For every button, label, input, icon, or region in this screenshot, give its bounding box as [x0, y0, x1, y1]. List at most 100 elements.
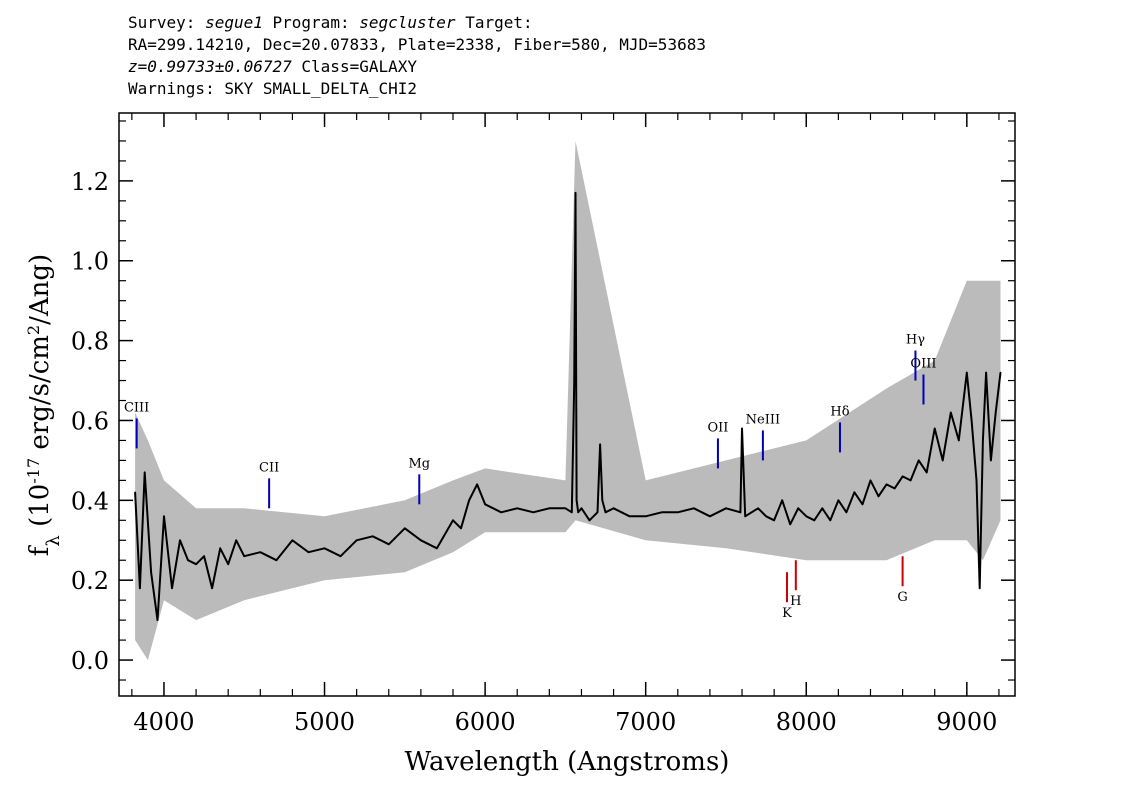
flux-point — [837, 499, 840, 502]
flux-point — [693, 507, 695, 510]
flux-point — [388, 543, 390, 546]
flux-point — [588, 519, 591, 522]
line-marker-label: K — [782, 606, 792, 621]
flux-point — [243, 555, 245, 557]
y-tick-label: 1.0 — [71, 248, 109, 276]
flux-point — [452, 519, 454, 522]
flux-point — [150, 571, 152, 573]
line-marker-label: G — [897, 590, 907, 605]
line-marker-label: OII — [707, 420, 728, 435]
flux-point — [599, 443, 601, 446]
flux-point — [941, 459, 944, 462]
flux-point — [950, 411, 952, 414]
flux-point — [709, 515, 711, 518]
flux-point — [548, 507, 551, 510]
flux-point — [476, 483, 478, 486]
flux-point — [933, 427, 936, 430]
flux-point — [219, 547, 221, 550]
flux-point — [877, 495, 880, 498]
flux-point — [187, 559, 189, 561]
flux-point — [404, 527, 406, 530]
flux-point — [805, 515, 808, 518]
flux-point — [604, 511, 607, 514]
flux-point — [644, 515, 647, 518]
flux-point — [468, 499, 470, 502]
flux-point — [235, 539, 237, 542]
flux-point — [460, 527, 462, 530]
y-tick-label: 0.0 — [71, 647, 109, 675]
flux-point — [994, 411, 997, 414]
line-marker-label: Mg — [408, 456, 430, 471]
class-value: Class=GALAXY — [301, 57, 417, 76]
x-tick-label: 7000 — [615, 708, 676, 736]
flux-point — [893, 487, 896, 490]
line-marker-label: CII — [259, 460, 279, 475]
line-marker-label: OIII — [910, 357, 936, 372]
flux-point — [580, 507, 583, 510]
target-key: Target: — [465, 13, 533, 32]
flux-point — [985, 371, 987, 374]
x-axis-title: Wavelength (Angstroms) — [405, 747, 730, 777]
flux-point — [275, 559, 278, 561]
flux-point — [660, 511, 663, 514]
x-tick-label: 8000 — [776, 708, 837, 736]
flux-point — [211, 587, 213, 589]
flux-point — [958, 439, 960, 442]
flux-point — [612, 507, 615, 510]
flux-point — [978, 587, 981, 589]
flux-point — [917, 459, 920, 462]
header-line-2: RA=299.14210, Dec=20.07833, Plate=2338, … — [128, 35, 706, 54]
flux-point — [355, 539, 358, 542]
x-tick-label: 5000 — [294, 708, 355, 736]
y-tick-label: 0.6 — [71, 407, 109, 435]
flux-point — [307, 551, 310, 553]
flux-point — [323, 547, 326, 550]
flux-point — [596, 511, 599, 514]
flux-point — [966, 371, 968, 374]
flux-point — [436, 547, 438, 550]
flux-point — [982, 439, 984, 442]
flux-point — [869, 479, 872, 482]
flux-point — [781, 499, 783, 502]
flux-point — [901, 475, 904, 478]
x-tick-label: 6000 — [455, 708, 516, 736]
survey-value: segue1 — [205, 13, 263, 32]
flux-point — [739, 511, 742, 514]
y-tick-label: 1.2 — [71, 168, 109, 196]
flux-point — [134, 491, 136, 494]
line-marker-label: Hγ — [906, 333, 925, 348]
flux-point — [677, 511, 679, 514]
y-tick-label: 0.2 — [71, 567, 109, 595]
flux-point — [628, 515, 631, 518]
flux-point — [773, 519, 775, 522]
flux-point — [970, 419, 973, 422]
flux-point — [143, 471, 146, 474]
flux-point — [601, 499, 604, 502]
ticks-layer: 4000 5000 6000 7000 8000 9000 0.0 0.2 0.4 0.6 0.8 1… — [71, 113, 1015, 736]
flux-point — [821, 507, 824, 510]
flux-point — [744, 515, 746, 518]
flux-point — [574, 192, 577, 194]
flux-point — [990, 459, 992, 462]
flux-point — [845, 511, 848, 514]
flux-point — [259, 551, 262, 553]
line-marker-label: NeIII — [746, 412, 780, 427]
y-tick-label: 0.4 — [71, 487, 109, 515]
header-line-4: Warnings: SKY SMALL_DELTA_CHI2 — [128, 79, 417, 98]
flux-point — [500, 511, 503, 514]
plot-layer: CIII CII Mg OII NeIII Hδ Hγ OIII KH G — [124, 141, 1002, 661]
flux-point — [909, 479, 912, 482]
flux-point — [999, 371, 1002, 374]
flux-point — [789, 523, 791, 526]
flux-point — [577, 511, 579, 514]
y-axis-title: fλ (10-17 erg/s/cm2/Ang) — [24, 254, 64, 556]
line-marker-label: CIII — [124, 400, 149, 415]
flux-point — [291, 539, 294, 542]
program-value: segcluster — [359, 13, 456, 32]
flux-point — [757, 507, 759, 510]
flux-point — [371, 535, 374, 538]
flux-point — [797, 507, 799, 510]
flux-point — [885, 483, 888, 486]
flux-point — [339, 555, 342, 557]
